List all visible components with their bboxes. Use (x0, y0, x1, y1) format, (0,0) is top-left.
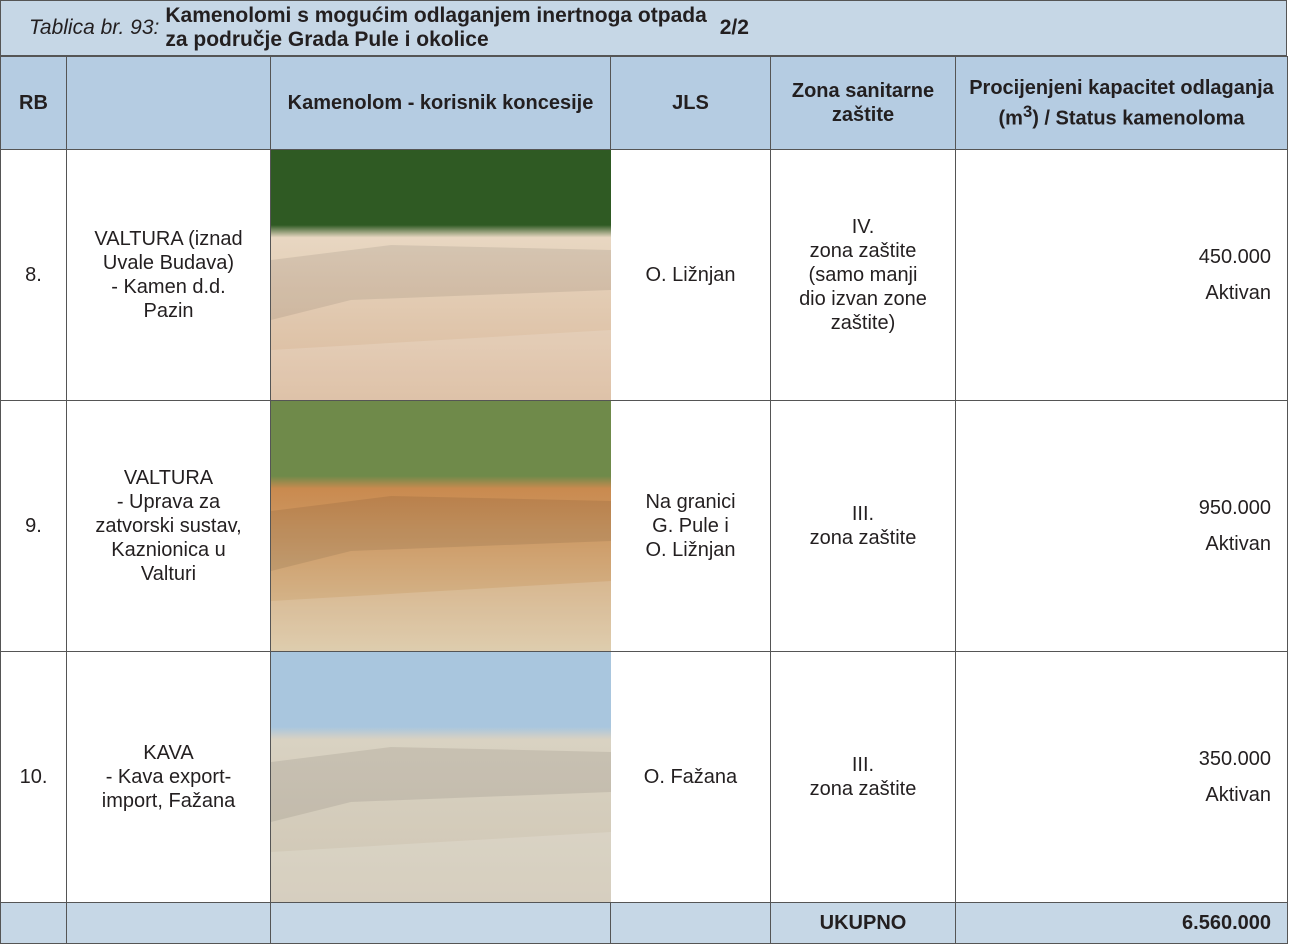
zone-line: dio izvan zone (799, 288, 927, 310)
capacity-cell: 950.000 Aktivan (955, 400, 1288, 652)
name-line: VALTURA (iznad (94, 228, 243, 250)
header-cell: Zona sanitarne zaštite (770, 56, 956, 150)
name-line: Pazin (143, 300, 194, 322)
name-line: Kaznionica u (111, 539, 226, 561)
jls-cell: O. Fažana (610, 651, 771, 903)
cell (270, 902, 611, 944)
name-cell: VALTURA - Uprava za zatvorski sustav, Kazni… (66, 400, 271, 652)
rb-cell: 10. (0, 651, 67, 903)
table-heading: Kamenolomi s mogućim odlaganjem inertnog… (165, 4, 707, 51)
header-text: ) / Status kamenoloma (1032, 107, 1245, 130)
zone-line: zaštite) (830, 312, 896, 334)
header-sup: 3 (1022, 101, 1033, 121)
jls-line: O. Ližnjan (645, 539, 736, 561)
header-cell: JLS (610, 56, 771, 150)
name-cell: KAVA - Kava export-import, Fažana (66, 651, 271, 903)
photo (271, 150, 611, 400)
zone-line: zona zaštite (809, 240, 917, 262)
total-label: UKUPNO (770, 902, 956, 944)
capacity: 950.000 (1198, 497, 1271, 519)
name-line: - Kava export- (105, 766, 232, 788)
zone-line: zona zaštite (809, 527, 917, 549)
zone-line: IV. (851, 216, 875, 238)
header-cell: RB (0, 56, 67, 150)
capacity-cell: 450.000 Aktivan (955, 149, 1288, 401)
name-line: Uvale Budava) (102, 252, 235, 274)
table: RB Kamenolom - korisnik koncesije JLS Zo… (0, 56, 1288, 944)
name-line: VALTURA (123, 467, 214, 489)
jls-cell: O. Ližnjan (610, 149, 771, 401)
zone-line: (samo manji (808, 264, 918, 286)
name-cell: VALTURA (iznad Uvale Budava) - Kamen d.d. P… (66, 149, 271, 401)
photo (271, 652, 611, 902)
header-text: Procijenjeni kapacitet odlaganja (m (969, 76, 1274, 130)
name-line: Valturi (140, 563, 197, 585)
table-label: Tablica br. 93: (29, 16, 160, 39)
name-line: KAVA (143, 742, 194, 764)
header-cell: Procijenjeni kapacitet odlaganja (m3) / … (955, 56, 1288, 150)
zone-line: zona zaštite (809, 778, 917, 800)
status: Aktivan (1205, 533, 1271, 555)
zone-cell: III. zona zaštite (770, 400, 956, 652)
name-line: - Uprava za (116, 491, 221, 513)
photo-cell (270, 400, 611, 652)
status: Aktivan (1205, 784, 1271, 806)
cell (66, 902, 271, 944)
capacity: 350.000 (1198, 748, 1271, 770)
name-line: zatvorski sustav, (95, 515, 242, 537)
cell (0, 902, 67, 944)
header-cell: Kamenolom - korisnik koncesije (270, 56, 611, 150)
zone-cell: IV. zona zaštite (samo manji dio izvan zone… (770, 149, 956, 401)
name-line: import, Fažana (101, 790, 236, 812)
rb-cell: 8. (0, 149, 67, 401)
page-number: 2/2 (719, 16, 749, 39)
photo-cell (270, 651, 611, 903)
jls-line: O. Fažana (643, 766, 738, 788)
capacity: 450.000 (1198, 246, 1271, 268)
rb-cell: 9. (0, 400, 67, 652)
zone-line: III. (851, 503, 875, 525)
status: Aktivan (1205, 282, 1271, 304)
zone-line: III. (851, 754, 875, 776)
cell (610, 902, 771, 944)
header-cell (66, 56, 271, 150)
jls-cell: Na granici G. Pule i O. Ližnjan (610, 400, 771, 652)
table-title: Tablica br. 93: Kamenolomi s mogućim odl… (0, 0, 1287, 56)
total-value: 6.560.000 (955, 902, 1288, 944)
photo (271, 401, 611, 651)
jls-line: Na granici (645, 491, 736, 513)
zone-cell: III. zona zaštite (770, 651, 956, 903)
capacity-cell: 350.000 Aktivan (955, 651, 1288, 903)
photo-cell (270, 149, 611, 401)
jls-line: O. Ližnjan (645, 264, 736, 286)
name-line: - Kamen d.d. (111, 276, 226, 298)
jls-line: G. Pule i (652, 515, 729, 537)
